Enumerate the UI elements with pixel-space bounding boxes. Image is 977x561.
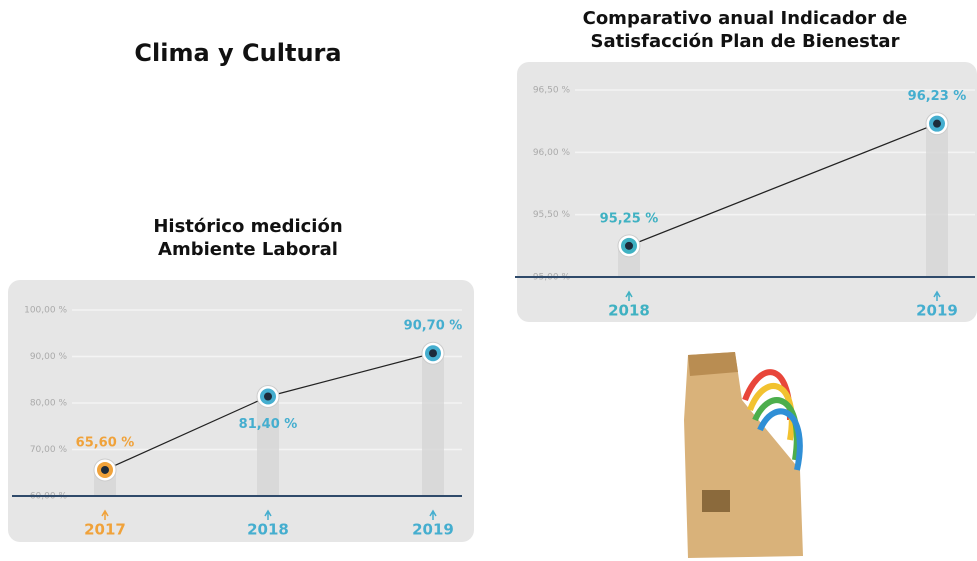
value-label: 95,25 % <box>600 211 659 226</box>
chart-title: Comparativo anual Indicador de Satisfacc… <box>575 8 915 53</box>
value-column <box>422 353 444 496</box>
y-tick-label: 95,50 % <box>533 210 571 220</box>
value-label: 81,40 % <box>239 417 298 432</box>
x-tick-label: 2018 <box>608 302 650 320</box>
point-center <box>625 242 633 250</box>
charts: 60,00 %70,00 %80,00 %90,00 %100,00 %65,6… <box>0 0 977 561</box>
x-tick-label: 2018 <box>247 521 289 539</box>
x-tick-label: 2019 <box>916 302 958 320</box>
point-center <box>429 349 437 357</box>
point-center <box>101 466 109 474</box>
y-tick-label: 90,00 % <box>30 352 68 362</box>
point-center <box>264 392 272 400</box>
trophy-logo <box>702 490 730 512</box>
y-tick-label: 100,00 % <box>24 306 67 316</box>
y-tick-label: 80,00 % <box>30 399 68 409</box>
y-tick-label: 70,00 % <box>30 445 68 455</box>
slide: 60,00 %70,00 %80,00 %90,00 %100,00 %65,6… <box>0 0 977 561</box>
point-center <box>933 120 941 128</box>
value-label: 90,70 % <box>404 319 463 334</box>
trophy-top <box>688 352 738 376</box>
value-label: 96,23 % <box>908 89 967 104</box>
chart-title: Histórico medición Ambiente Laboral <box>148 216 348 261</box>
y-tick-label: 96,50 % <box>533 86 571 96</box>
value-label: 65,60 % <box>76 435 135 450</box>
x-tick-label: 2019 <box>412 521 454 539</box>
value-column <box>257 396 279 496</box>
trophy <box>684 352 803 558</box>
page-title: Clima y Cultura <box>118 38 358 68</box>
x-tick-label: 2017 <box>84 521 126 539</box>
value-column <box>926 124 948 277</box>
y-tick-label: 96,00 % <box>533 148 571 158</box>
